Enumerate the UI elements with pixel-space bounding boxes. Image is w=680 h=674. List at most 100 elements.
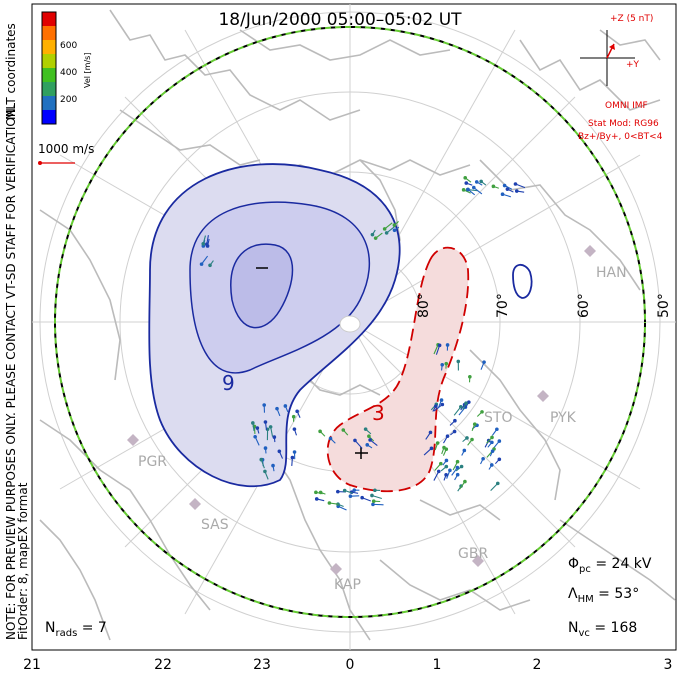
velocity-vector-origin bbox=[352, 488, 357, 492]
velocity-vector bbox=[354, 440, 363, 449]
velocity-vector-origin bbox=[500, 192, 505, 197]
velocity-vector-origin bbox=[497, 439, 502, 443]
velocity-vector-origin bbox=[490, 440, 494, 445]
velocity-vector-origin bbox=[272, 435, 277, 439]
velocity-vector-origin bbox=[463, 176, 468, 180]
velocity-vectors bbox=[199, 176, 526, 511]
scale-vector-label: 1000 m/s bbox=[38, 142, 94, 156]
velocity-vector-origin bbox=[199, 262, 204, 266]
site-label-sto: STO bbox=[484, 410, 512, 426]
velocity-vector-origin bbox=[444, 458, 449, 463]
velocity-vector-origin bbox=[201, 241, 206, 246]
velocity-vector-origin bbox=[464, 181, 469, 185]
velocity-vector-origin bbox=[275, 406, 279, 411]
velocity-vector-origin bbox=[456, 359, 461, 364]
velocity-vector-origin bbox=[251, 421, 255, 425]
velocity-vector-origin bbox=[445, 343, 450, 347]
colorbar-swatch bbox=[42, 82, 56, 97]
velocity-vector-origin bbox=[328, 436, 333, 441]
colorbar-tick-400: 400 bbox=[60, 68, 77, 78]
colorbar-tick-600: 600 bbox=[60, 41, 77, 51]
velocity-vector-origin bbox=[373, 236, 378, 240]
velocity-vector-origin bbox=[482, 360, 486, 364]
mlt-label-21: 21 bbox=[23, 657, 41, 673]
imf-z-label: +Z (5 nT) bbox=[610, 14, 653, 24]
velocity-vector-origin bbox=[341, 428, 346, 432]
velocity-vector-origin bbox=[440, 402, 445, 407]
velocity-vector-origin bbox=[371, 499, 376, 504]
velocity-vector-origin bbox=[370, 493, 374, 498]
colorbar-swatch bbox=[42, 68, 56, 83]
imf-source: OMNI IMF bbox=[605, 101, 648, 111]
velocity-vector-origin bbox=[444, 361, 449, 366]
velocity-vector-origin bbox=[445, 434, 450, 438]
site-label-han: HAN bbox=[596, 265, 627, 281]
velocity-vector-origin bbox=[455, 465, 460, 470]
velocity-vector-origin bbox=[489, 463, 494, 467]
velocity-vector-origin bbox=[466, 187, 470, 192]
velocity-vector-origin bbox=[392, 223, 397, 227]
velocity-vector-origin bbox=[444, 472, 448, 477]
velocity-vector-origin bbox=[384, 231, 389, 235]
velocity-vector-origin bbox=[461, 188, 466, 192]
velocity-vector-origin bbox=[368, 438, 372, 442]
velocity-vector-origin bbox=[367, 434, 371, 439]
velocity-vector-origin bbox=[363, 427, 368, 431]
velocity-vector-origin bbox=[480, 410, 484, 414]
velocity-vector-origin bbox=[208, 263, 212, 268]
mlt-label-23: 23 bbox=[253, 657, 271, 673]
velocity-vector-origin bbox=[468, 374, 472, 379]
velocity-vector-origin bbox=[290, 455, 295, 460]
velocity-vector-origin bbox=[479, 179, 483, 184]
contour-label-positive: 3 bbox=[372, 401, 385, 425]
velocity-vector-origin bbox=[490, 449, 495, 453]
velocity-vector-origin bbox=[263, 446, 268, 450]
lat-label-80: 80° bbox=[416, 293, 432, 318]
mlt-label-3: 3 bbox=[664, 657, 673, 673]
velocity-vector-origin bbox=[442, 445, 446, 450]
velocity-vector-origin bbox=[318, 429, 322, 434]
velocity-vector-origin bbox=[472, 422, 477, 426]
contour-label-negative: 9 bbox=[222, 371, 235, 395]
velocity-vector bbox=[453, 406, 462, 416]
colorbar-swatch bbox=[42, 26, 56, 41]
velocity-vector-origin bbox=[283, 404, 288, 408]
velocity-vector-origin bbox=[277, 449, 282, 454]
velocity-vector-origin bbox=[463, 479, 467, 484]
velocity-vector-origin bbox=[497, 457, 502, 462]
mlt-label-2: 2 bbox=[533, 657, 542, 673]
mlt-label-0: 0 bbox=[346, 657, 355, 673]
velocity-vector-origin bbox=[365, 443, 370, 447]
velocity-vector-origin bbox=[382, 227, 387, 231]
velocity-vector-origin bbox=[262, 403, 266, 407]
imf-y-label: +Y bbox=[626, 60, 640, 70]
velocity-vector-origin bbox=[448, 468, 452, 473]
velocity-vector-origin bbox=[459, 464, 464, 469]
velocity-vector-origin bbox=[392, 228, 397, 233]
site-label-kap: KAP bbox=[334, 577, 361, 593]
negative-convection-cell bbox=[148, 163, 533, 488]
velocity-vector-origin bbox=[465, 436, 469, 440]
velocity-vector-origin bbox=[253, 434, 257, 439]
velocity-vector-origin bbox=[271, 463, 275, 468]
radar-site-markers bbox=[127, 245, 596, 575]
side-note: NOTE: FOR PREVIEW PURPOSES ONLY. PLEASE … bbox=[4, 104, 18, 640]
lat-label-50: 50° bbox=[656, 293, 672, 318]
velocity-vector-origin bbox=[268, 425, 273, 429]
site-label-sas: SAS bbox=[201, 517, 229, 533]
velocity-vector-origin bbox=[314, 490, 318, 495]
velocity-vector-origin bbox=[444, 464, 449, 469]
positive-convection-cell bbox=[326, 246, 470, 493]
imf-condition: Bz+/By+, 0<BT<4 bbox=[578, 132, 663, 142]
velocity-vector-origin bbox=[491, 184, 496, 189]
velocity-vector-origin bbox=[464, 401, 468, 405]
velocity-vector-origin bbox=[314, 497, 319, 501]
velocity-vector-origin bbox=[439, 461, 443, 466]
lat-label-60: 60° bbox=[576, 293, 592, 318]
velocity-vector-origin bbox=[291, 414, 296, 419]
velocity-vector-origin bbox=[255, 426, 260, 430]
velocity-vector-origin bbox=[495, 481, 500, 486]
colorbar-swatch bbox=[42, 96, 56, 111]
velocity-vector-origin bbox=[437, 343, 442, 348]
velocity-vector-origin bbox=[263, 420, 268, 424]
